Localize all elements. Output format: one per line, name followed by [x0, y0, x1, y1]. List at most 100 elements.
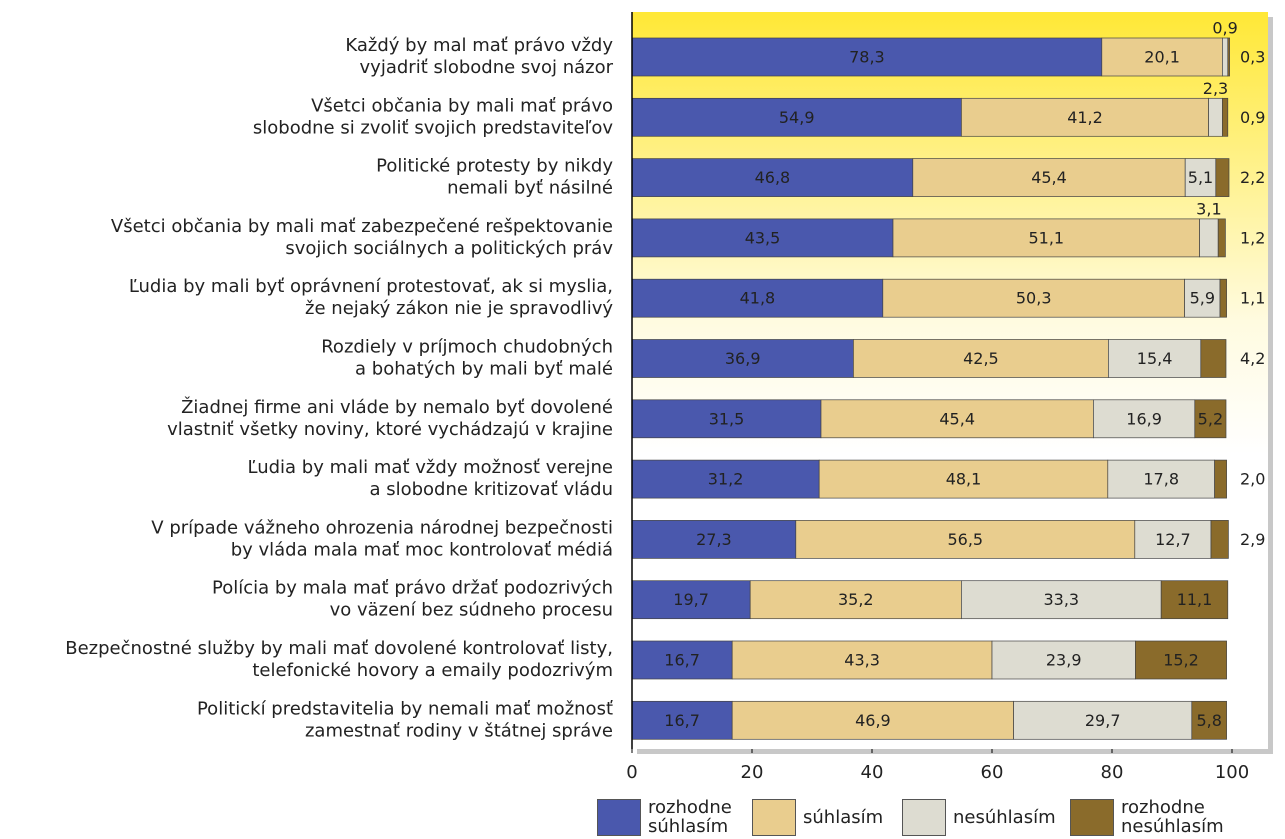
category-label: zamestnať rodiny v štátnej správe: [305, 720, 613, 741]
value-label: 15,4: [1137, 349, 1173, 368]
category-label: slobodne si zvoliť svojich predstaviteľo…: [253, 117, 613, 138]
value-label: 5,1: [1188, 168, 1213, 187]
category-label: Ľudia by mali mať vždy možnosť verejne: [248, 457, 614, 478]
value-label: 45,4: [939, 409, 975, 428]
value-label: 0,9: [1240, 108, 1265, 127]
x-tick-label: 0: [626, 762, 637, 783]
category-label: Žiadnej firme ani vláde by nemalo byť do…: [181, 396, 613, 418]
value-label: 50,3: [1016, 289, 1052, 308]
category-label: Všetci občania by mali mať právo: [311, 95, 613, 116]
bar-segment: [1215, 158, 1230, 197]
bar-segment: [1222, 97, 1229, 137]
bar-segment: [795, 520, 1136, 559]
bar-segment: [631, 97, 962, 137]
bar-segment: [1013, 700, 1193, 740]
bar-segment: [631, 640, 733, 680]
value-label: 16,9: [1126, 409, 1162, 428]
value-label: 27,3: [696, 530, 732, 549]
bar-segment: [961, 580, 1162, 620]
x-tick-label: 40: [861, 762, 884, 783]
value-label: 41,8: [740, 289, 776, 308]
bar-segment: [1208, 97, 1223, 137]
bar-segment: [1194, 399, 1227, 439]
category-label: vo väzení bez súdneho procesu: [330, 600, 613, 621]
bar-segment: [961, 97, 1209, 137]
category-label: Všetci občania by mali mať zabezpečené r…: [111, 216, 613, 237]
bar-segment: [631, 278, 884, 318]
x-tick-label: 60: [981, 762, 1004, 783]
bar-segment: [1210, 520, 1229, 559]
value-label: 41,2: [1067, 108, 1103, 127]
category-label: Polícia by mala mať právo držať podozriv…: [212, 578, 613, 599]
value-label: 46,9: [855, 711, 891, 730]
bar-segment: [892, 218, 1200, 258]
category-label: že nejaký zákon nie je spravodlivý: [305, 298, 613, 319]
value-label: 45,4: [1031, 168, 1067, 187]
value-label: 31,2: [708, 470, 744, 489]
category-label: vlastniť všetky noviny, ktoré vychádzajú…: [167, 419, 613, 440]
bar-segment: [1227, 37, 1230, 77]
value-label: 56,5: [947, 530, 983, 549]
category-label: Politické protesty by nikdy: [376, 156, 613, 177]
category-label: nemali byť násilné: [447, 178, 613, 199]
value-label: 29,7: [1085, 711, 1121, 730]
category-label: a bohatých by mali byť malé: [355, 359, 613, 380]
legend-item: rozhodne nesúhlasím: [1070, 797, 1224, 837]
legend-swatch: [752, 798, 796, 836]
bar-segment: [1222, 37, 1229, 77]
value-label: 54,9: [779, 108, 815, 127]
value-label: 15,2: [1163, 651, 1199, 670]
bar-segment: [631, 37, 1103, 77]
bar-segment: [1093, 399, 1196, 439]
value-label: 3,1: [1196, 199, 1221, 218]
value-label: 1,2: [1240, 228, 1265, 247]
category-label: Politickí predstavitelia by nemali mať m…: [197, 698, 613, 719]
category-label: by vláda mala mať moc kontrolovať médiá: [231, 539, 613, 560]
bar-segment: [1214, 459, 1227, 499]
value-label: 17,8: [1143, 470, 1179, 489]
value-label: 11,1: [1177, 590, 1213, 609]
value-label: 2,0: [1240, 470, 1265, 489]
category-label: vyjadriť slobodne svoj názor: [360, 57, 614, 78]
value-label: 0,9: [1212, 19, 1237, 38]
value-label: 19,7: [673, 590, 709, 609]
bar-segment: [631, 700, 733, 740]
value-label: 2,3: [1203, 79, 1228, 98]
bar-segment: [749, 580, 962, 620]
bar-segment: [1219, 278, 1227, 318]
category-label: Rozdiely v príjmoch chudobných: [321, 337, 613, 358]
legend-label: súhlasím: [803, 806, 884, 828]
value-label: 2,2: [1240, 168, 1265, 187]
bar-segment: [1217, 218, 1226, 258]
legend-label: rozhodne nesúhlasím: [1121, 797, 1224, 837]
category-label: telefonické hovory a emaily podozrivým: [252, 660, 613, 681]
value-label: 31,5: [709, 409, 745, 428]
category-label: svojich sociálnych a politických práv: [285, 238, 613, 259]
bar-segment: [631, 580, 751, 620]
value-label: 12,7: [1155, 530, 1191, 549]
bar-segment: [853, 339, 1109, 378]
value-label: 36,9: [725, 349, 761, 368]
bar-segment: [731, 640, 993, 680]
value-label: 4,2: [1240, 349, 1265, 368]
bar-segment: [631, 218, 894, 258]
category-label: Ľudia by mali byť oprávnení protestovať,…: [129, 276, 613, 297]
value-label: 5,2: [1198, 409, 1223, 428]
category-label: a slobodne kritizovať vládu: [369, 479, 613, 500]
legend-label: rozhodne súhlasím: [648, 797, 732, 837]
category-label: Každý by mal mať právo vždy: [345, 35, 613, 56]
value-label: 16,7: [664, 651, 700, 670]
legend-item: súhlasím: [752, 797, 899, 837]
value-label: 42,5: [963, 349, 999, 368]
category-label: Bezpečnostné služby by mali mať dovolené…: [65, 638, 613, 659]
value-label: 0,3: [1240, 48, 1265, 67]
bar-segment: [1160, 580, 1229, 620]
legend-swatch: [597, 798, 641, 836]
legend-item: rozhodne súhlasím: [597, 797, 744, 837]
value-label: 2,9: [1240, 530, 1265, 549]
bar-segment: [820, 399, 1094, 439]
bar-segment: [882, 278, 1185, 318]
legend-item: nesúhlasím: [902, 797, 1056, 837]
